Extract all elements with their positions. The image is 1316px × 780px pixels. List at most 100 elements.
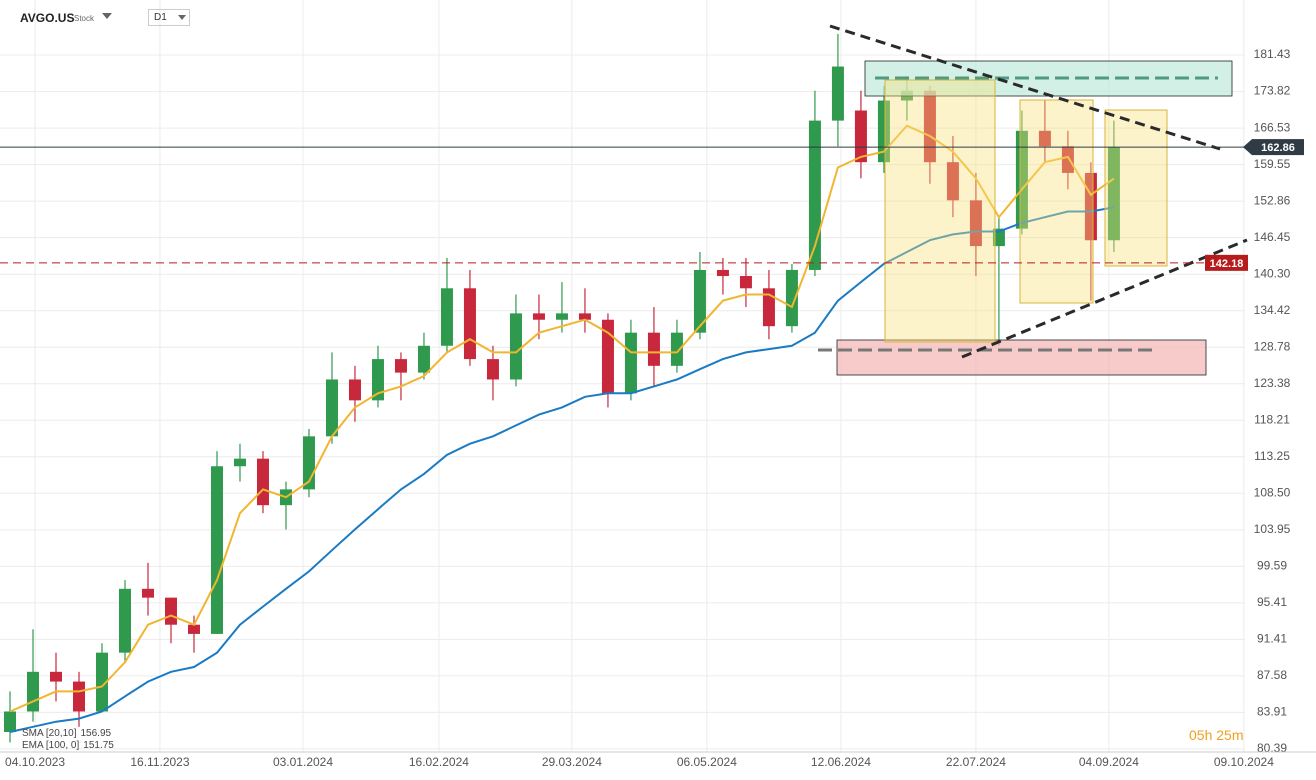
candle-body bbox=[187, 624, 200, 634]
candle-body bbox=[693, 269, 706, 333]
drawings bbox=[818, 24, 1248, 376]
dropdown-arrow bbox=[178, 15, 186, 20]
legend-entry[interactable]: EMA [100, 0] 151.75 bbox=[6, 740, 114, 752]
price-tag bbox=[1252, 139, 1304, 156]
y-tick-label: 134.42 bbox=[1254, 303, 1291, 317]
y-tick-label: 140.30 bbox=[1254, 266, 1291, 280]
candle-body bbox=[256, 458, 269, 506]
x-tick-label: 12.06.2024 bbox=[811, 755, 871, 769]
x-tick-label: 16.11.2023 bbox=[130, 755, 189, 769]
range-box bbox=[1019, 99, 1094, 304]
candle-body bbox=[992, 228, 1005, 247]
range-box bbox=[884, 79, 996, 343]
legend-value: 156.95 bbox=[80, 728, 112, 739]
candle-body bbox=[1107, 147, 1120, 241]
candle-body bbox=[555, 313, 568, 320]
candle-body bbox=[601, 319, 614, 394]
price-tag-pointer bbox=[1243, 139, 1252, 156]
y-tick-label: 80.39 bbox=[1257, 741, 1287, 755]
trendline bbox=[961, 238, 1248, 359]
trendline bbox=[829, 24, 1221, 151]
x-tick-label: 04.10.2023 bbox=[5, 755, 65, 769]
legend-entry[interactable]: SMA [20,10] 156.95 bbox=[6, 728, 114, 740]
candle-body bbox=[670, 332, 683, 366]
candle-body bbox=[647, 332, 660, 366]
candle-body bbox=[624, 332, 637, 394]
indicator-line bbox=[9, 206, 1115, 733]
x-tick-label: 04.09.2024 bbox=[1079, 755, 1139, 769]
y-tick-label: 166.53 bbox=[1254, 120, 1291, 134]
candle-body bbox=[210, 466, 223, 634]
y-tick-label: 159.55 bbox=[1254, 157, 1291, 171]
candle-body bbox=[72, 681, 85, 712]
legend: SMA [20,10] 156.95 EMA [100, 0] 151.75 bbox=[6, 728, 114, 752]
candle-body bbox=[762, 288, 775, 327]
candle-body bbox=[118, 588, 131, 653]
y-tick-label: 146.45 bbox=[1254, 230, 1291, 244]
candle-body bbox=[716, 269, 729, 277]
x-tick-label: 06.05.2024 bbox=[677, 755, 737, 769]
candle-body bbox=[4, 711, 17, 733]
y-tick-label: 91.41 bbox=[1257, 632, 1287, 646]
y-tick-label: 95.41 bbox=[1257, 595, 1287, 609]
candle-body bbox=[739, 276, 752, 289]
timeframe-select[interactable]: D1 bbox=[148, 9, 190, 26]
candle-body bbox=[785, 269, 798, 327]
candle-body bbox=[463, 288, 476, 360]
candle-body bbox=[1038, 130, 1051, 147]
candle-body bbox=[1061, 146, 1074, 173]
y-tick-label: 103.95 bbox=[1254, 522, 1291, 536]
candle-body bbox=[27, 671, 40, 712]
candle-body bbox=[95, 652, 108, 712]
candle-body bbox=[1015, 130, 1028, 229]
candle-body bbox=[233, 458, 246, 467]
y-tick-label: 87.58 bbox=[1257, 668, 1287, 682]
y-tick-label: 113.25 bbox=[1254, 449, 1290, 463]
legend-name: EMA [100, 0] bbox=[22, 740, 80, 751]
legend-name: SMA [20,10] bbox=[22, 728, 77, 739]
y-tick-label: 99.59 bbox=[1257, 559, 1287, 573]
y-tick-label: 128.78 bbox=[1254, 339, 1291, 353]
y-tick-label: 83.91 bbox=[1257, 705, 1287, 719]
range-box bbox=[1104, 109, 1168, 267]
candle-body bbox=[394, 359, 407, 373]
countdown: 05h 25m bbox=[1189, 727, 1244, 743]
candle-body bbox=[854, 110, 867, 163]
instrument-kind: Stock bbox=[74, 14, 95, 23]
symbol[interactable]: AVGO.US bbox=[20, 11, 75, 25]
x-tick-label: 16.02.2024 bbox=[409, 755, 469, 769]
candle-body bbox=[348, 379, 361, 401]
candle-body bbox=[509, 313, 522, 380]
y-tick-label: 123.38 bbox=[1254, 376, 1291, 390]
candle-body bbox=[969, 200, 982, 247]
candle-body bbox=[946, 162, 959, 201]
candle-body bbox=[325, 379, 338, 437]
timeframe: D1 bbox=[154, 12, 167, 23]
candle-body bbox=[417, 345, 430, 373]
y-tick-label: 173.82 bbox=[1254, 84, 1291, 98]
candle-body bbox=[141, 588, 154, 598]
candle-body bbox=[831, 66, 844, 121]
price-tag bbox=[1205, 254, 1248, 271]
y-tick-label: 181.43 bbox=[1254, 47, 1291, 61]
candle-body bbox=[923, 90, 936, 163]
dropdown-arrow[interactable] bbox=[102, 13, 112, 19]
candle-body bbox=[50, 671, 63, 682]
plot-background bbox=[0, 0, 1245, 752]
price-tag-label: 162.86 bbox=[1261, 142, 1295, 154]
y-tick-label: 118.21 bbox=[1254, 412, 1290, 426]
y-tick-label: 152.86 bbox=[1254, 193, 1291, 207]
indicator-line bbox=[9, 124, 1115, 713]
x-tick-label: 03.01.2024 bbox=[273, 755, 333, 769]
x-tick-label: 29.03.2024 bbox=[542, 755, 602, 769]
candle-body bbox=[164, 597, 177, 625]
x-tick-label: 22.07.2024 bbox=[946, 755, 1006, 769]
candle-body bbox=[532, 313, 545, 320]
price-tag-label: 142.18 bbox=[1210, 258, 1244, 270]
candle-body bbox=[486, 359, 499, 380]
x-tick-label: 09.10.2024 bbox=[1214, 755, 1274, 769]
legend-value: 151.75 bbox=[83, 740, 114, 751]
y-tick-label: 108.50 bbox=[1254, 485, 1291, 499]
